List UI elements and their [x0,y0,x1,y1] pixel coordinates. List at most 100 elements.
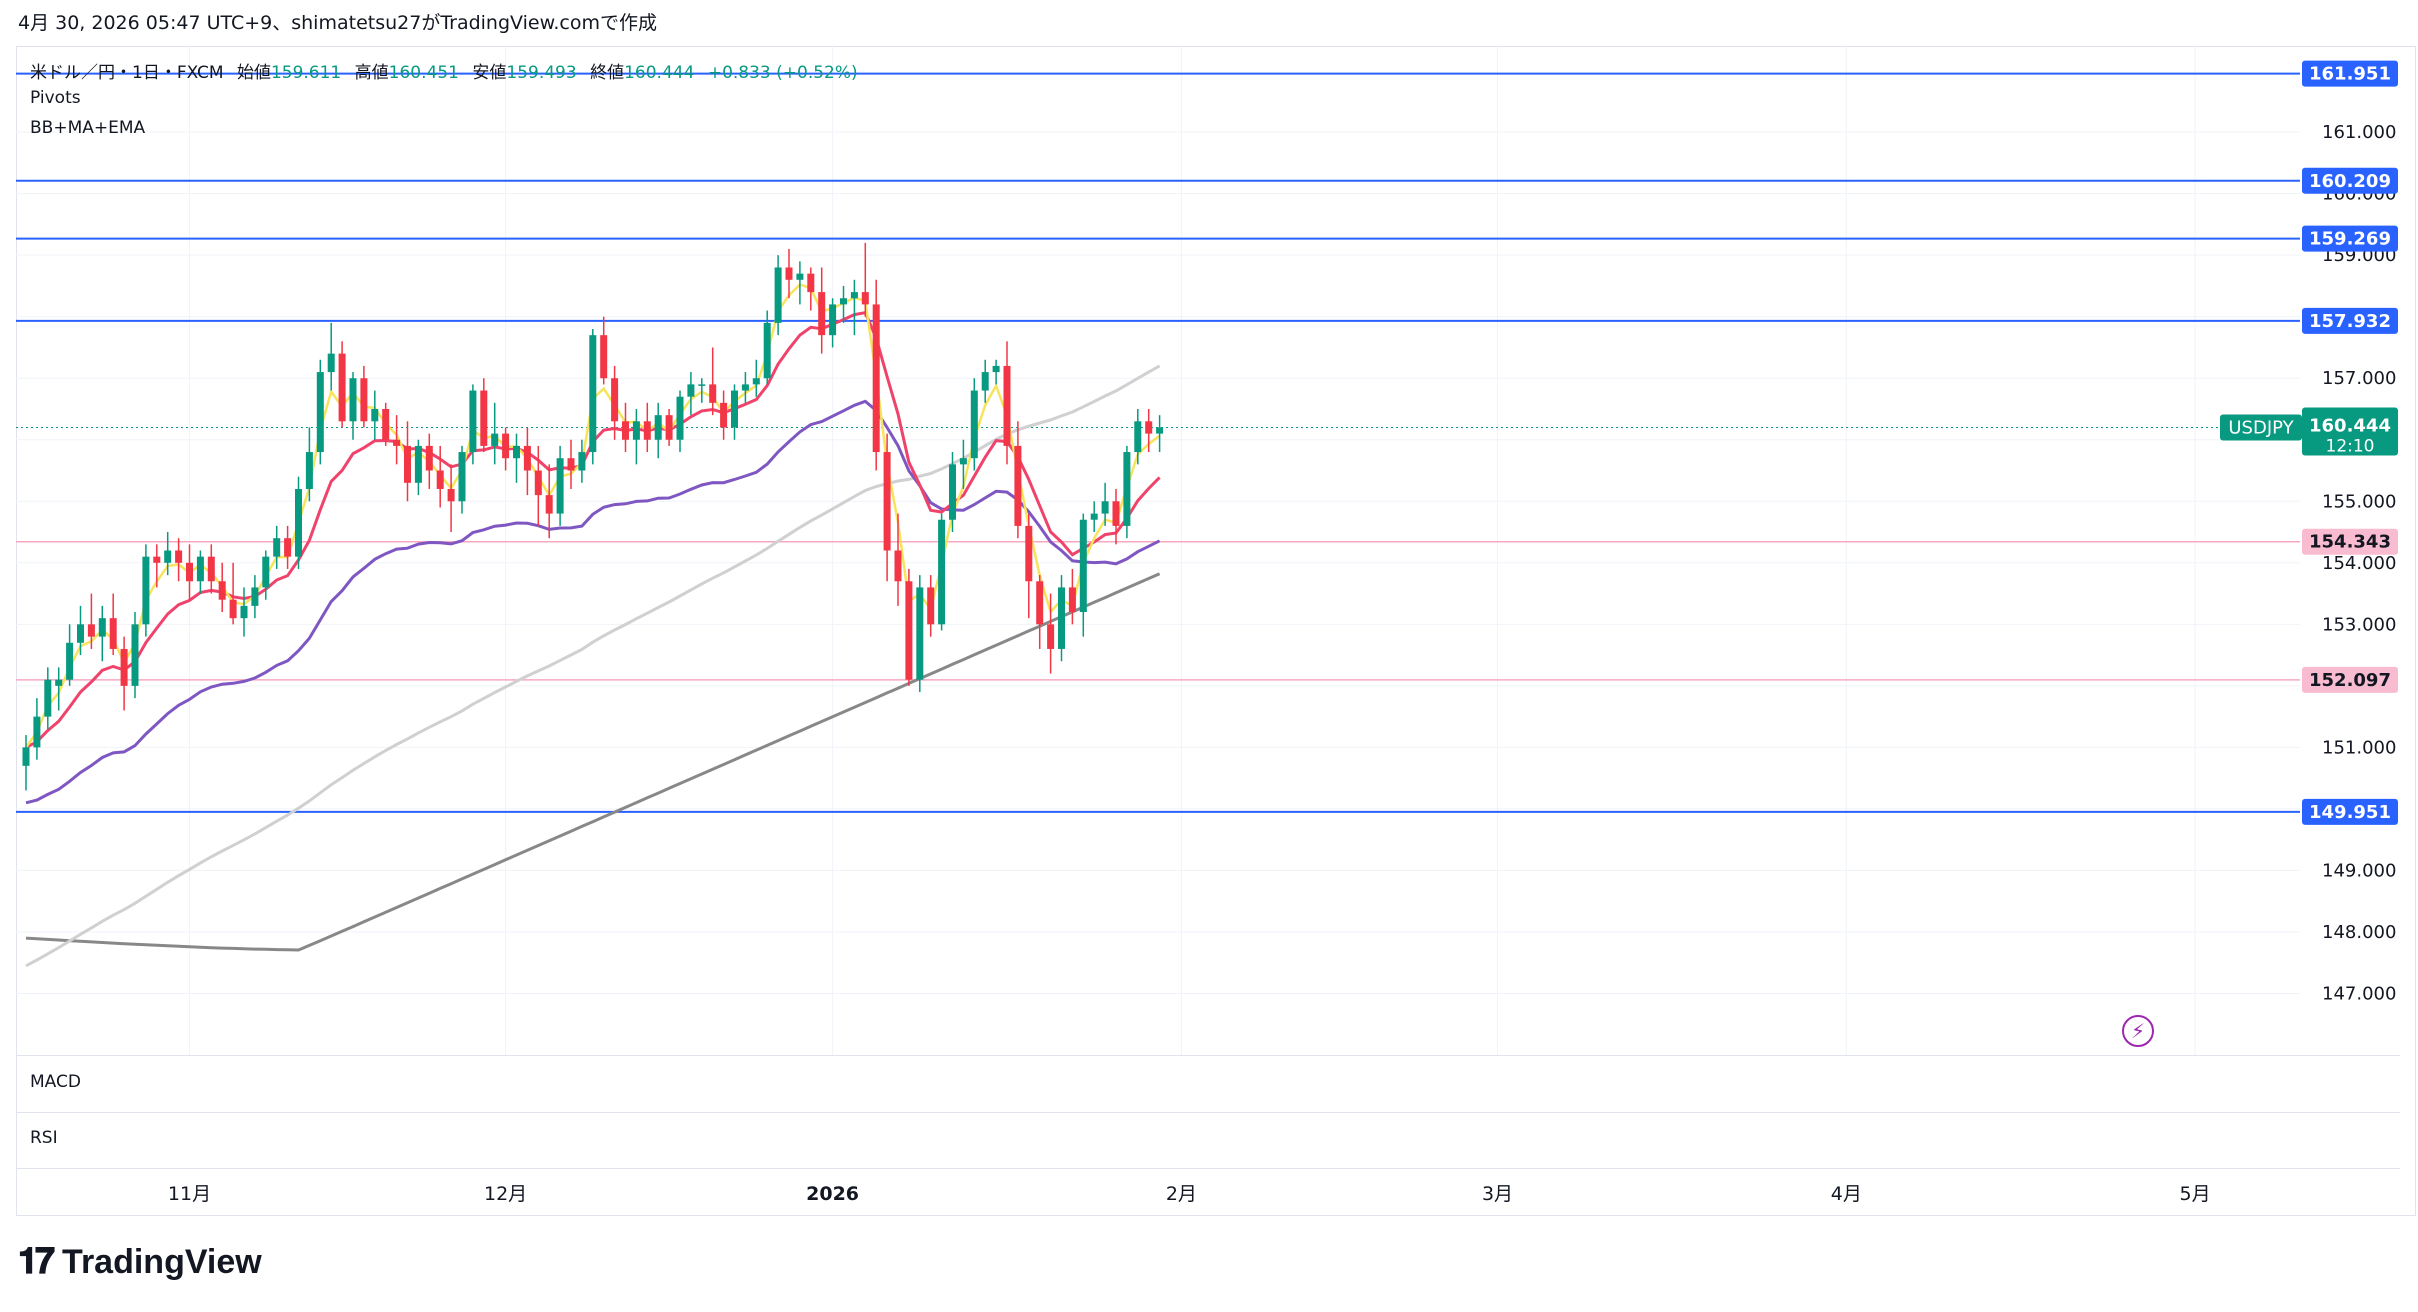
candle-up [295,488,302,557]
candle-down [393,439,401,446]
macd-pane-label[interactable]: MACD [30,1072,81,1092]
candle-up [1079,519,1087,613]
candle-down [1003,365,1011,446]
candle-down [175,550,183,563]
x-tick-label: 2026 [806,1183,859,1205]
symbol-name: 米ドル／円・1日・FXCM [30,63,224,83]
candle-down [207,556,215,582]
candle-down [927,587,935,625]
pivot-label-box [2302,307,2398,334]
candle-up [66,642,74,680]
candle-up [687,384,695,397]
high-value: 160.451 [388,63,459,83]
candle-down [480,390,488,446]
candle-up [414,445,422,483]
candle-up [731,390,738,428]
candle-up [273,538,281,557]
tradingview-logo[interactable]: 𝟏𝟕 TradingView [18,1241,262,1282]
candle-down [807,273,815,293]
rsi-pane-divider[interactable] [16,1112,2400,1113]
y-tick-label: 157.000 [2322,368,2396,389]
candle-down [643,421,651,440]
candle-up [77,624,84,643]
candle-down [534,470,542,496]
indicator-pivots[interactable]: Pivots [30,88,81,108]
candle-down [382,408,390,440]
rsi-pane-label[interactable]: RSI [30,1128,58,1148]
candle-up [196,556,204,582]
candle-up [164,550,172,563]
symbol-tag: USDJPY [2228,417,2294,438]
bar-countdown: 12:10 [2326,436,2375,456]
candle-down [1025,525,1033,582]
candle-up [349,378,357,422]
pivot-label: 160.209 [2309,171,2391,192]
pivot-label-box [2302,798,2398,825]
candle-up [741,384,749,391]
candle-down [905,581,913,680]
x-tick-label: 11月 [168,1183,211,1205]
indicator-bb-ma-ema[interactable]: BB+MA+EMA [30,118,146,138]
macd-pane-divider[interactable] [16,1055,2400,1056]
tradingview-mark-icon: 𝟏𝟕 [18,1241,55,1282]
pivot-label: 161.951 [2309,64,2391,85]
candle-up [469,390,477,453]
close-value: 160.444 [624,63,695,83]
pivot-label-box [2302,60,2398,87]
candle-down [447,488,455,502]
pivot-label-box [2302,528,2398,555]
candle-down [883,452,891,551]
pivot-label: 149.951 [2309,802,2391,823]
tradingview-wordmark: TradingView [62,1242,262,1281]
candle-up [840,298,847,305]
candle-up [44,679,52,717]
pivot-label: 159.269 [2309,229,2391,250]
candle-down [1145,421,1153,434]
y-tick-label: 147.000 [2322,983,2396,1004]
open-label: 始値 [236,63,271,83]
candle-up [981,372,989,391]
last-price-box [2302,407,2398,456]
pivot-label-box [2302,666,2398,693]
candle-down [622,421,629,440]
candle-down [109,618,117,649]
symbol-tag-box [2220,414,2302,441]
candle-up [305,452,313,489]
candle-up [22,747,30,766]
candle-up [916,587,924,680]
candle-up [676,396,684,440]
y-tick-label: 154.000 [2322,553,2396,574]
pivot-label-box [2302,225,2398,252]
pivot-label: 152.097 [2309,670,2391,691]
candle-up [491,433,499,446]
candle-down [611,378,619,422]
x-tick-label: 12月 [484,1183,527,1205]
symbol-legend[interactable]: 米ドル／円・1日・FXCM 始値159.611 高値160.451 安値159.… [30,58,858,83]
y-tick-label: 153.000 [2322,614,2396,635]
x-tick-label: 5月 [2180,1183,2211,1205]
change-value: +0.833 (+0.52%) [707,63,858,83]
x-tick-label: 3月 [1482,1183,1513,1205]
candle-up [142,556,150,625]
candle-up [796,273,804,280]
candle-down [153,556,161,563]
low-value: 159.493 [506,63,577,83]
candle-down [87,624,95,637]
low-label: 安値 [472,63,507,83]
candle-down [818,292,826,336]
candle-down [665,415,673,440]
chart-snapshot-caption: 4月 30, 2026 05:47 UTC+9、shimatetsu27がTra… [18,12,657,34]
candle-up [1156,427,1164,434]
candle-up [131,624,139,686]
x-tick-label: 4月 [1831,1183,1862,1205]
candle-down [425,445,433,471]
candle-down [218,581,226,600]
pivot-label: 157.932 [2309,311,2391,332]
flash-alert-icon[interactable]: ⚡ [2122,1015,2154,1047]
candle-up [698,384,706,386]
candle-up [316,372,324,453]
candle-up [632,421,640,440]
candle-down [284,538,292,557]
candle-down [545,495,553,514]
